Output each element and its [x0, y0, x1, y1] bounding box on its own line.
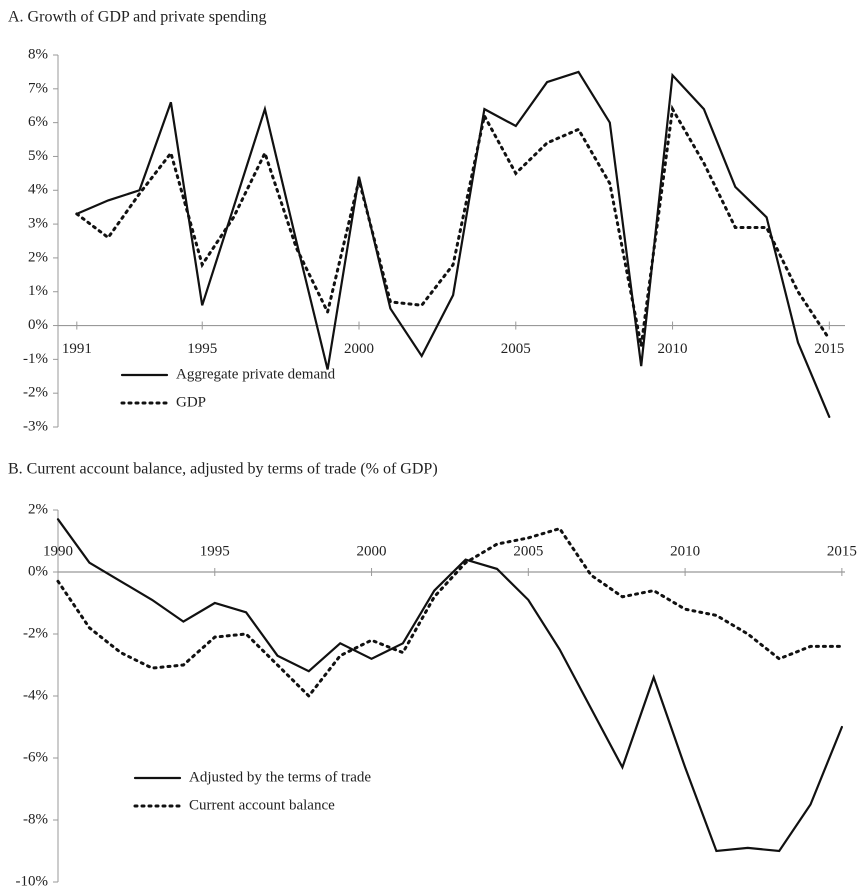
y-tick-label: 8%: [28, 46, 48, 62]
legend-label: GDP: [176, 394, 206, 410]
x-tick-label: 2015: [814, 341, 844, 357]
y-tick-label: 1%: [28, 283, 48, 299]
y-tick-label: 7%: [28, 80, 48, 96]
y-tick-label: -2%: [23, 625, 48, 641]
x-tick-label: 2015: [827, 543, 857, 559]
y-tick-label: 5%: [28, 148, 48, 164]
series-line: [75, 70, 831, 418]
y-tick-label: -3%: [23, 418, 48, 434]
x-tick-label: 1995: [200, 543, 230, 559]
y-tick-label: -4%: [23, 687, 48, 703]
legend-label: Aggregate private demand: [176, 366, 336, 382]
y-tick-label: 0%: [28, 563, 48, 579]
y-tick-label: 4%: [28, 182, 48, 198]
series-line: [56, 518, 843, 853]
legend-label: Current account balance: [189, 797, 335, 813]
y-tick-label: -8%: [23, 811, 48, 827]
y-tick-label: -2%: [23, 385, 48, 401]
x-tick-label: 1991: [62, 341, 92, 357]
series-line: [75, 104, 831, 347]
x-tick-label: 2000: [357, 543, 387, 559]
y-tick-label: 0%: [28, 317, 48, 333]
x-tick-label: 2000: [344, 341, 374, 357]
x-tick-label: 1990: [43, 543, 73, 559]
x-tick-label: 2005: [513, 543, 543, 559]
y-tick-label: 2%: [28, 501, 48, 517]
x-tick-label: 2010: [670, 543, 700, 559]
x-tick-label: 2005: [501, 341, 531, 357]
chart-title: A. Growth of GDP and private spending: [8, 9, 266, 26]
legend-label: Adjusted by the terms of trade: [189, 769, 371, 785]
y-tick-label: -6%: [23, 749, 48, 765]
chart-title: B. Current account balance, adjusted by …: [8, 461, 438, 478]
y-tick-label: 3%: [28, 216, 48, 232]
x-tick-label: 1995: [187, 341, 217, 357]
y-tick-label: -1%: [23, 351, 48, 367]
y-tick-label: 2%: [28, 249, 48, 265]
series-line: [56, 526, 844, 699]
x-tick-label: 2010: [658, 341, 688, 357]
y-tick-label: 6%: [28, 114, 48, 130]
y-tick-label: -10%: [16, 873, 49, 889]
